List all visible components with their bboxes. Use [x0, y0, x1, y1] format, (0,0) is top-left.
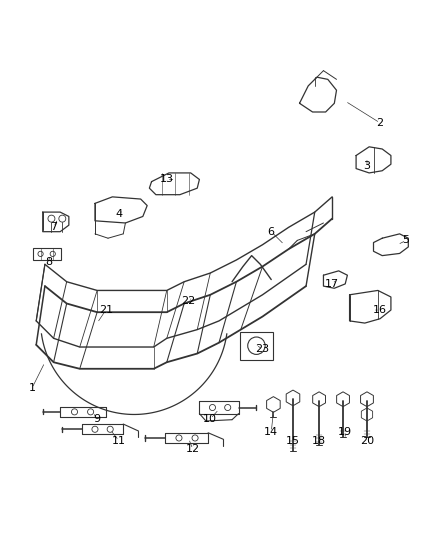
Text: 22: 22 — [181, 296, 196, 306]
Text: 19: 19 — [338, 427, 352, 437]
Text: 21: 21 — [99, 305, 113, 315]
Text: 6: 6 — [268, 227, 275, 237]
Text: 13: 13 — [160, 174, 174, 184]
FancyBboxPatch shape — [240, 332, 272, 360]
Text: 10: 10 — [203, 414, 217, 424]
Text: 11: 11 — [112, 435, 126, 446]
Text: 4: 4 — [115, 209, 123, 219]
Text: 15: 15 — [286, 435, 300, 446]
FancyBboxPatch shape — [33, 248, 61, 260]
Text: 17: 17 — [325, 279, 339, 289]
Text: 12: 12 — [186, 445, 200, 454]
Text: 7: 7 — [50, 222, 57, 232]
Text: 2: 2 — [377, 118, 384, 128]
Text: 8: 8 — [46, 257, 53, 267]
Text: 9: 9 — [94, 414, 101, 424]
Text: 3: 3 — [364, 161, 371, 172]
Text: 20: 20 — [360, 435, 374, 446]
Text: 1: 1 — [28, 383, 35, 393]
Text: 18: 18 — [312, 435, 326, 446]
Text: 16: 16 — [373, 305, 387, 315]
Text: 5: 5 — [403, 236, 410, 245]
Text: 14: 14 — [264, 427, 278, 437]
Text: 23: 23 — [255, 344, 269, 354]
